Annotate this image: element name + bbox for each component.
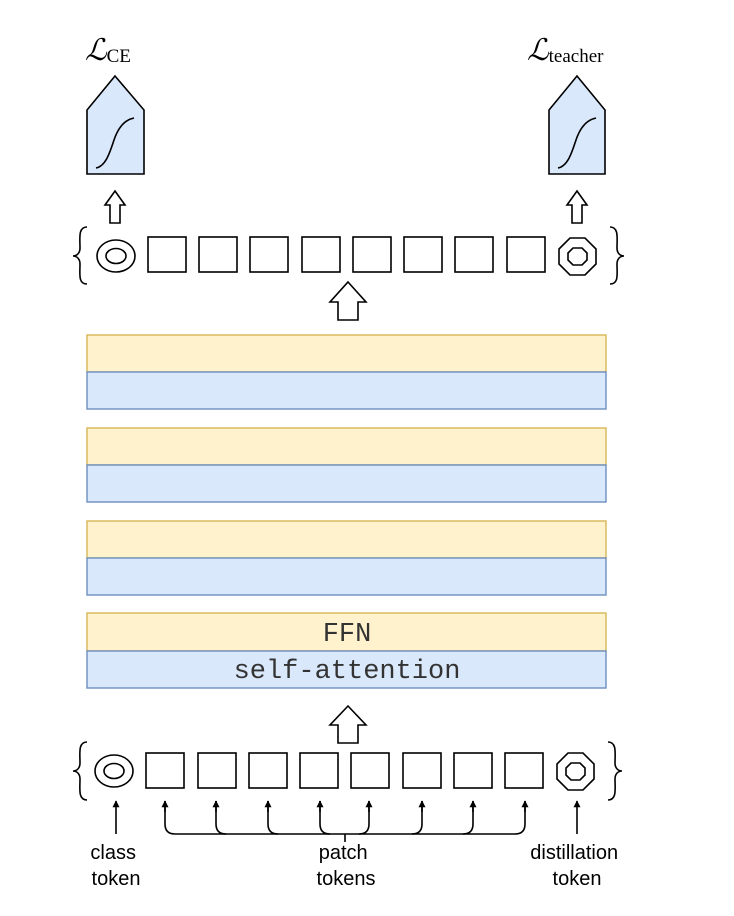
self-attention-label: self-attention [234,657,461,687]
transformer-block-4: FFN self-attention [86,612,607,689]
right-brace-icon [609,226,625,285]
ffn-layer [86,612,607,652]
output-patch-token [147,236,187,273]
output-distillation-token [558,237,597,276]
output-patch-token [249,236,289,273]
input-token-row [72,741,623,801]
patch-token [453,752,493,789]
left-brace-icon [72,741,88,801]
transformer-block-2 [86,427,607,503]
patch-token [197,752,237,789]
distillation-head [548,74,606,175]
output-class-token [96,239,136,273]
output-patch-token [198,236,238,273]
patch-token [350,752,390,789]
patch-token [402,752,442,789]
loss-ce-label: ℒCE [85,34,131,67]
distillation-token-label: distillation token [530,842,623,890]
output-patch-token [352,236,392,273]
output-patch-token [454,236,494,273]
ffn-label: FFN [323,620,372,650]
patch-token-input-arrows [161,800,529,842]
loss-teacher-label: ℒteacher [527,34,604,67]
output-token-row [72,226,625,285]
class-output-arrow [103,189,127,224]
class-head [86,74,145,175]
patch-token [299,752,339,789]
self-attention-layer [86,650,607,689]
output-patch-token [506,236,546,273]
distillation-output-arrow [565,189,589,224]
transformer-block-1 [86,334,607,410]
patch-token [145,752,185,789]
patch-token [248,752,288,789]
distillation-token [556,752,595,791]
right-brace-icon [607,741,623,801]
class-token-label: class token [90,842,141,890]
transformer-block-3 [86,520,607,596]
patch-token [504,752,544,789]
patch-tokens-label: patch tokens [317,842,376,890]
upper-flow-arrow [328,280,368,321]
lower-flow-arrow [328,704,368,744]
class-token [94,754,134,788]
output-patch-token [403,236,443,273]
left-brace-icon [72,226,88,285]
output-patch-token [301,236,341,273]
